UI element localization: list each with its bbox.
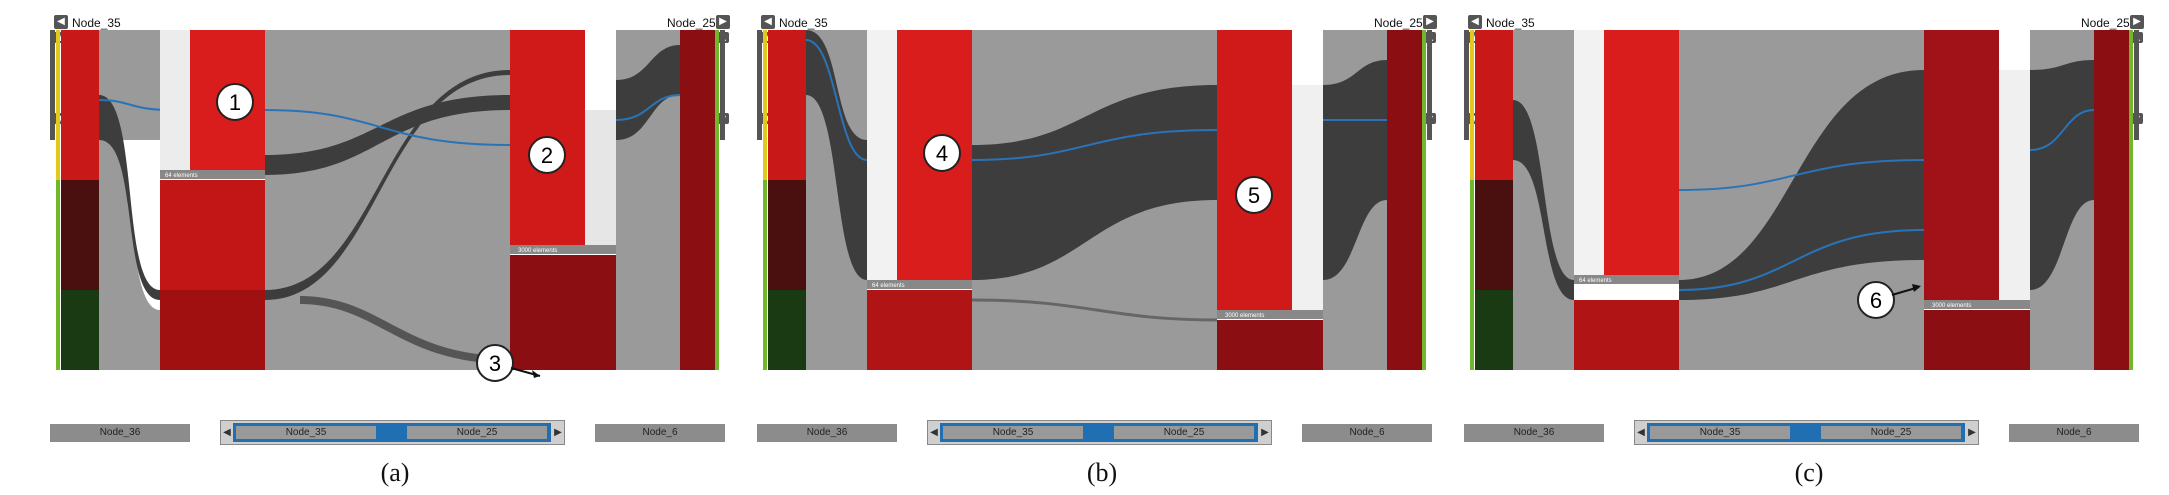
heatmap-block[interactable]: [1604, 30, 1679, 275]
nav-segment-right[interactable]: Node_25: [1114, 426, 1254, 439]
right-node-label: Node_25: [1374, 16, 1423, 30]
nav-prev-icon[interactable]: ◀: [1637, 427, 1645, 438]
element-count-label-2: 3000 elements: [1932, 303, 1971, 309]
element-count-label: 64 elements: [1579, 278, 1612, 284]
left-heatmap[interactable]: [61, 30, 99, 180]
right-heatmap[interactable]: [680, 30, 715, 370]
heatmap-block-2[interactable]: [1217, 30, 1292, 310]
gene-list[interactable]: [160, 30, 190, 170]
panel-caption: (a): [380, 458, 410, 487]
bottom-right-node[interactable]: Node_6: [2009, 424, 2139, 442]
nav-prev-icon[interactable]: ◀: [930, 427, 938, 438]
nav-next-icon[interactable]: ▶: [1261, 427, 1269, 438]
gene-list-2[interactable]: [585, 110, 616, 245]
svg-text:1: 1: [229, 90, 241, 115]
svg-text:2: 2: [541, 143, 553, 168]
callout-6: 6: [1857, 281, 1921, 319]
nav-segment-left[interactable]: Node_35: [943, 426, 1083, 439]
bottom-left-node[interactable]: Node_36: [757, 424, 897, 442]
callout-5: 5: [1235, 176, 1273, 214]
nav-segment-right[interactable]: Node_25: [1821, 426, 1961, 439]
gene-list-2[interactable]: [1999, 70, 2030, 300]
left-heatmap[interactable]: [768, 30, 806, 180]
callout-4: 4: [923, 134, 961, 172]
nav-segment-left[interactable]: Node_35: [1650, 426, 1790, 439]
next-node-button[interactable]: ▶: [2130, 15, 2144, 29]
right-heatmap[interactable]: [1387, 30, 1422, 370]
left-node-label: Node_35: [779, 16, 828, 30]
panel-b: ◀ Node_35 Node_25 ▶ ▲ ▼ ▲ ▼ 64 elements …: [757, 0, 1472, 495]
left-node-label: Node_35: [1486, 16, 1535, 30]
callout-2: 2: [528, 136, 566, 174]
nav-next-icon[interactable]: ▶: [1968, 427, 1976, 438]
right-node-label: Node_25: [667, 16, 716, 30]
next-node-button[interactable]: ▶: [1423, 15, 1437, 29]
prev-node-button[interactable]: ◀: [1468, 15, 1482, 29]
element-count-label: 64 elements: [165, 173, 198, 179]
prev-node-button[interactable]: ◀: [761, 15, 775, 29]
nav-segment-right[interactable]: Node_25: [407, 426, 547, 439]
panel-a: ◀ Node_35 Node_25 ▶ ▲ ▼ ▲ ▼ 64 elements: [50, 0, 765, 495]
svg-text:4: 4: [936, 141, 948, 166]
pathway-flow-view: 64 elements 3000 elements 4 5: [757, 30, 1432, 370]
callout-1: 1: [216, 83, 254, 121]
right-heatmap[interactable]: [2094, 30, 2129, 370]
svg-text:3: 3: [489, 351, 501, 376]
nav-segment-left[interactable]: Node_35: [236, 426, 376, 439]
panel-caption: (b): [1086, 458, 1118, 487]
gene-list-2[interactable]: [1292, 85, 1323, 310]
pathway-navigator[interactable]: ◀ Node_35 Node_25 ▶: [220, 420, 565, 445]
bottom-right-node[interactable]: Node_6: [1302, 424, 1432, 442]
svg-text:5: 5: [1248, 183, 1260, 208]
panel-caption: (c): [1794, 458, 1824, 487]
left-stratum-bar-green: [56, 180, 60, 370]
pathway-flow-view: 64 elements 3000 elements 1 2 3: [50, 30, 725, 382]
left-stratum-bar-yellow: [56, 30, 60, 180]
left-node-label: Node_35: [72, 16, 121, 30]
panel-c: ◀ Node_35 Node_25 ▶ ▲ ▼ ▲ ▼ 64 elements …: [1464, 0, 2169, 495]
gene-list[interactable]: [867, 30, 897, 280]
next-node-button[interactable]: ▶: [716, 15, 730, 29]
prev-node-button[interactable]: ◀: [54, 15, 68, 29]
pathway-flow-view: 64 elements 3000 elements 6: [1464, 30, 2139, 370]
svg-text:6: 6: [1870, 288, 1882, 313]
nav-next-icon[interactable]: ▶: [554, 427, 562, 438]
bottom-left-node[interactable]: Node_36: [1464, 424, 1604, 442]
heatmap-block-2[interactable]: [1924, 30, 1999, 300]
callout-3: 3: [476, 344, 541, 382]
right-node-label: Node_25: [2081, 16, 2130, 30]
pathway-navigator[interactable]: ◀ Node_35 Node_25 ▶: [927, 420, 1272, 445]
left-heatmap[interactable]: [1475, 30, 1513, 180]
nav-prev-icon[interactable]: ◀: [223, 427, 231, 438]
right-stratum-bar: [715, 30, 719, 370]
highlight-path[interactable]: [264, 109, 511, 146]
bottom-left-node[interactable]: Node_36: [50, 424, 190, 442]
element-count-label-2: 3000 elements: [518, 248, 557, 254]
element-count-label: 64 elements: [872, 283, 905, 289]
gene-list[interactable]: [1574, 30, 1604, 275]
bottom-right-node[interactable]: Node_6: [595, 424, 725, 442]
pathway-navigator[interactable]: ◀ Node_35 Node_25 ▶: [1634, 420, 1979, 445]
element-count-label-2: 3000 elements: [1225, 313, 1264, 319]
